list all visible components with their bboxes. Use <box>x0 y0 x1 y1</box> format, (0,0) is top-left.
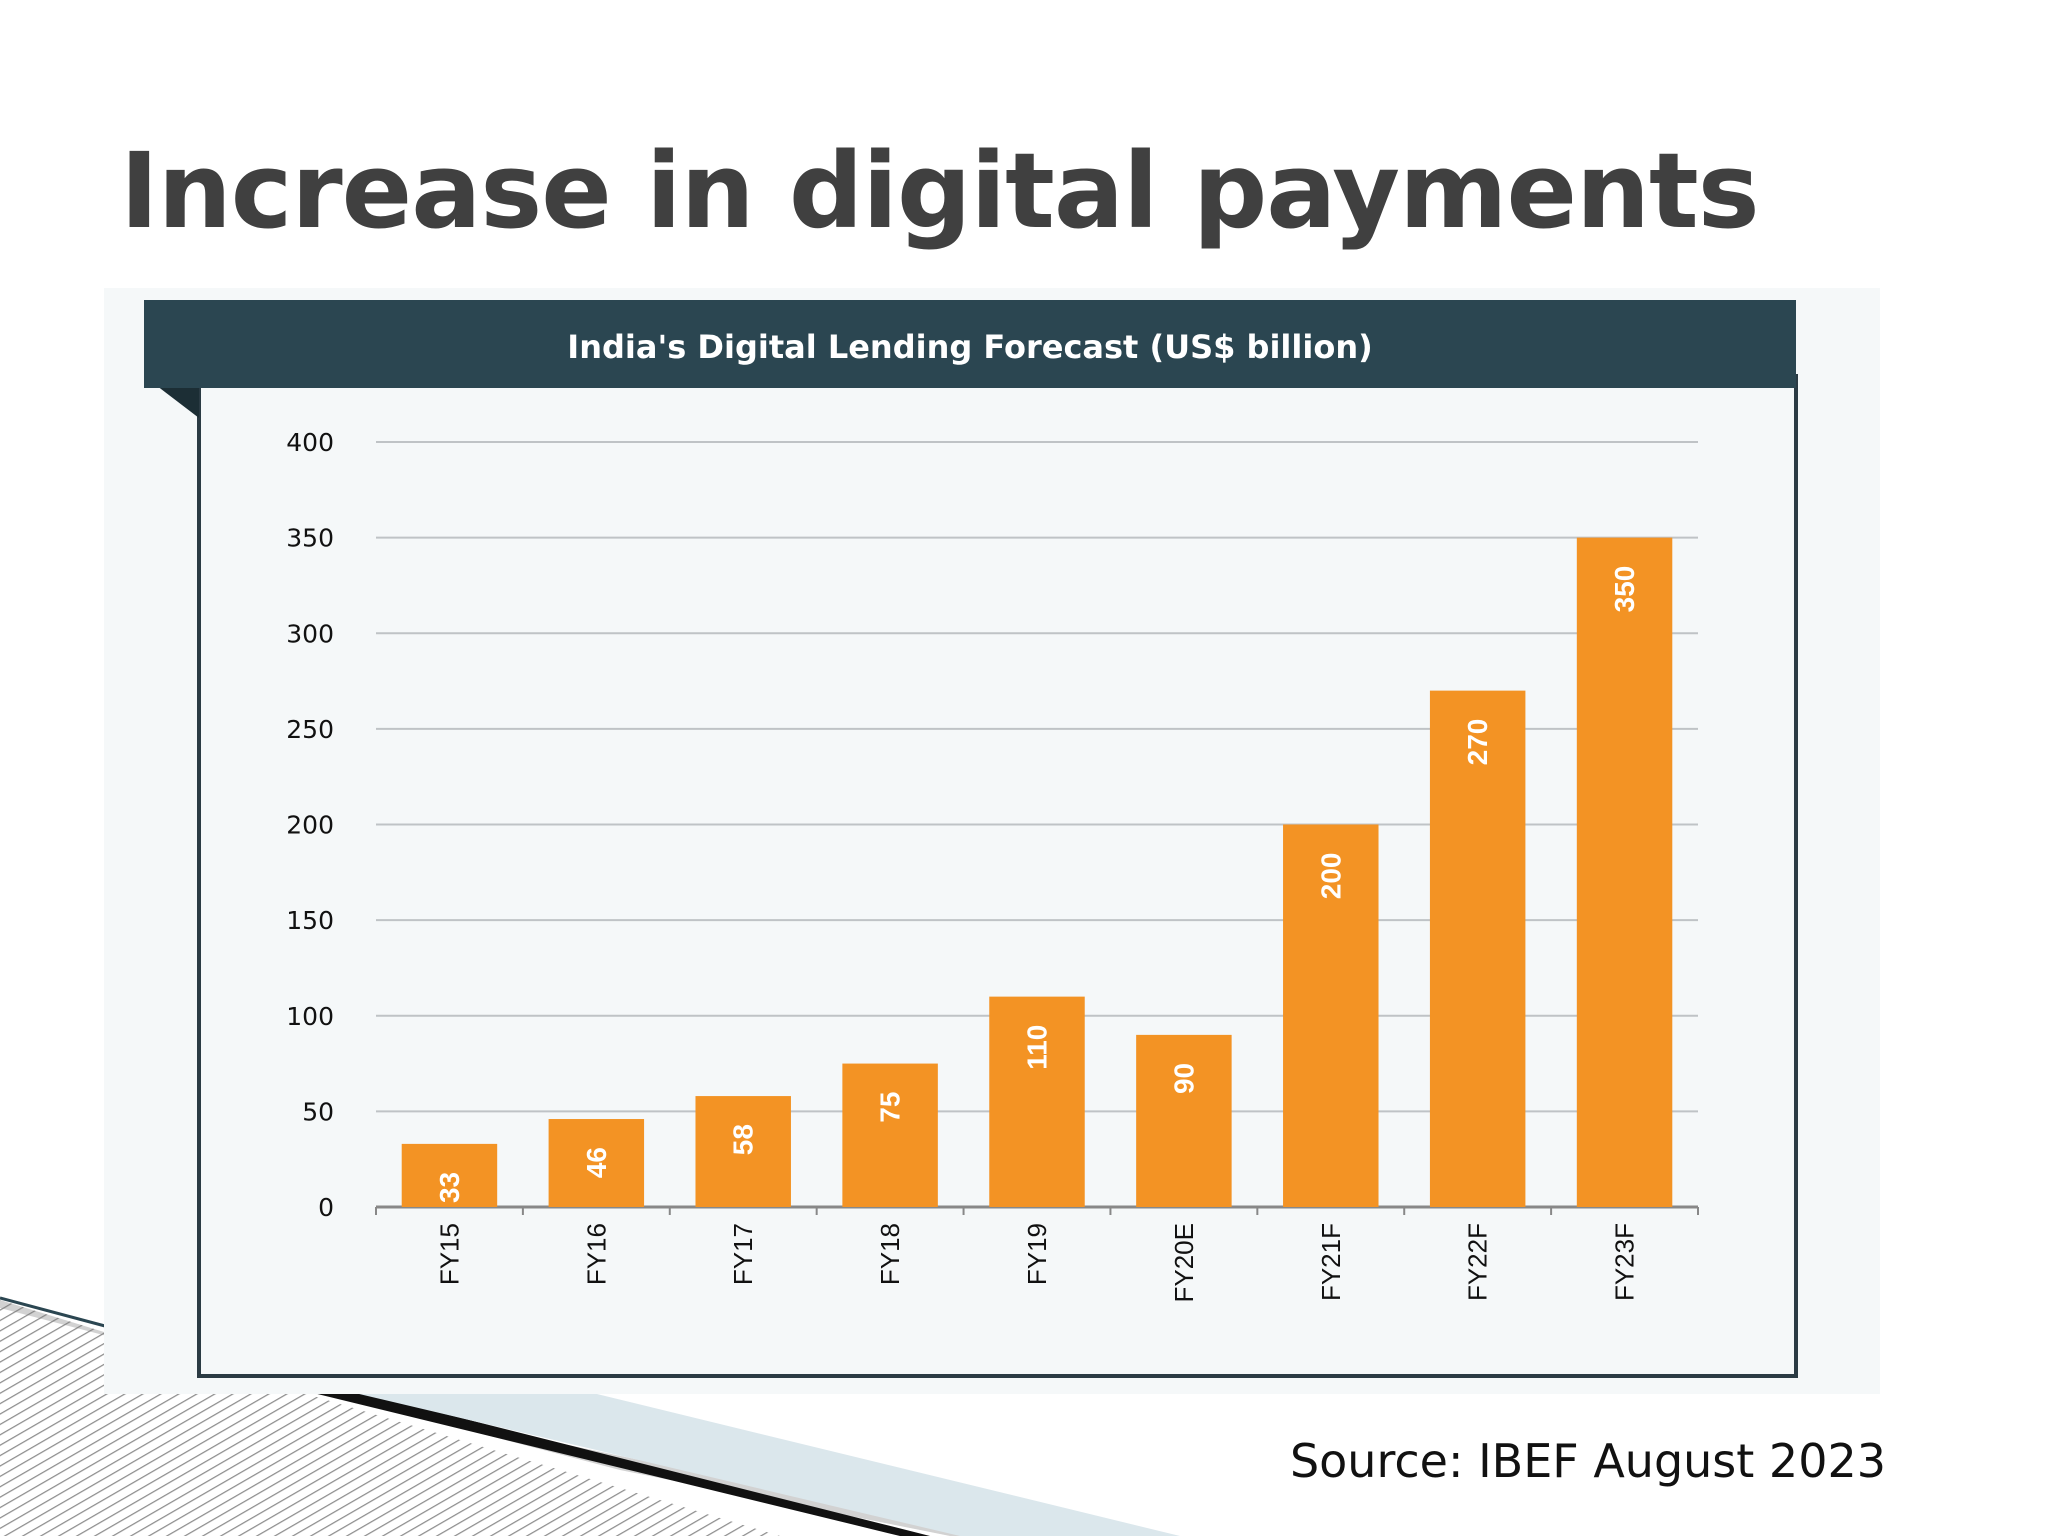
bar <box>842 1063 938 1207</box>
y-tick-label: 400 <box>286 428 334 457</box>
x-category-label: FY15 <box>434 1223 464 1285</box>
bar-data-label: 270 <box>1462 719 1493 766</box>
y-tick-label: 300 <box>286 619 334 648</box>
bar-data-label: 75 <box>875 1092 906 1123</box>
y-tick-label: 100 <box>286 1002 334 1031</box>
bar-data-label: 46 <box>581 1147 612 1178</box>
y-tick-label: 150 <box>286 906 334 935</box>
plot-area: 0 50 100 150 200 250 300 350 400 33 FY15 46 FY16 58 FY… <box>286 428 1699 1303</box>
bar <box>401 1143 498 1207</box>
chart-inner-panel <box>197 374 1798 1378</box>
y-tick-label: 350 <box>286 524 334 553</box>
y-tick-label: 250 <box>286 715 334 744</box>
bar <box>1576 537 1673 1207</box>
bar-data-label: 200 <box>1315 853 1346 900</box>
bar-data-label: 110 <box>1022 1025 1053 1070</box>
bar-data-label: 33 <box>434 1172 465 1203</box>
bar <box>695 1096 791 1207</box>
x-category-label: FY22F <box>1463 1223 1493 1301</box>
bar <box>1283 824 1379 1207</box>
chart-header-bar <box>144 300 1796 388</box>
y-tick-label: 0 <box>318 1193 334 1222</box>
bar <box>548 1119 645 1207</box>
chart-title: India's Digital Lending Forecast (US$ bi… <box>567 328 1372 366</box>
x-category-label: FY23F <box>1610 1223 1640 1301</box>
bar <box>989 996 1085 1207</box>
source-note: Source: IBEF August 2023 <box>1289 1434 1886 1488</box>
x-category-label: FY16 <box>581 1223 611 1285</box>
bar-chart: India's Digital Lending Forecast (US$ bi… <box>144 300 1798 1378</box>
bar-data-label: 58 <box>728 1124 759 1155</box>
chart-panel: India's Digital Lending Forecast (US$ bi… <box>104 288 1880 1394</box>
bar-data-label: 350 <box>1609 566 1640 613</box>
bar-data-label: 90 <box>1168 1063 1199 1094</box>
x-category-label: FY19 <box>1022 1223 1052 1285</box>
bar <box>1136 1034 1232 1207</box>
x-category-label: FY17 <box>728 1223 758 1285</box>
bar <box>1429 690 1526 1207</box>
x-category-label: FY18 <box>875 1223 905 1285</box>
y-tick-label: 50 <box>302 1097 334 1126</box>
y-tick-label: 200 <box>286 811 334 840</box>
x-category-label: FY20E <box>1169 1223 1199 1303</box>
slide-title: Increase in digital payments <box>120 130 1760 252</box>
x-category-label: FY21F <box>1316 1223 1346 1301</box>
